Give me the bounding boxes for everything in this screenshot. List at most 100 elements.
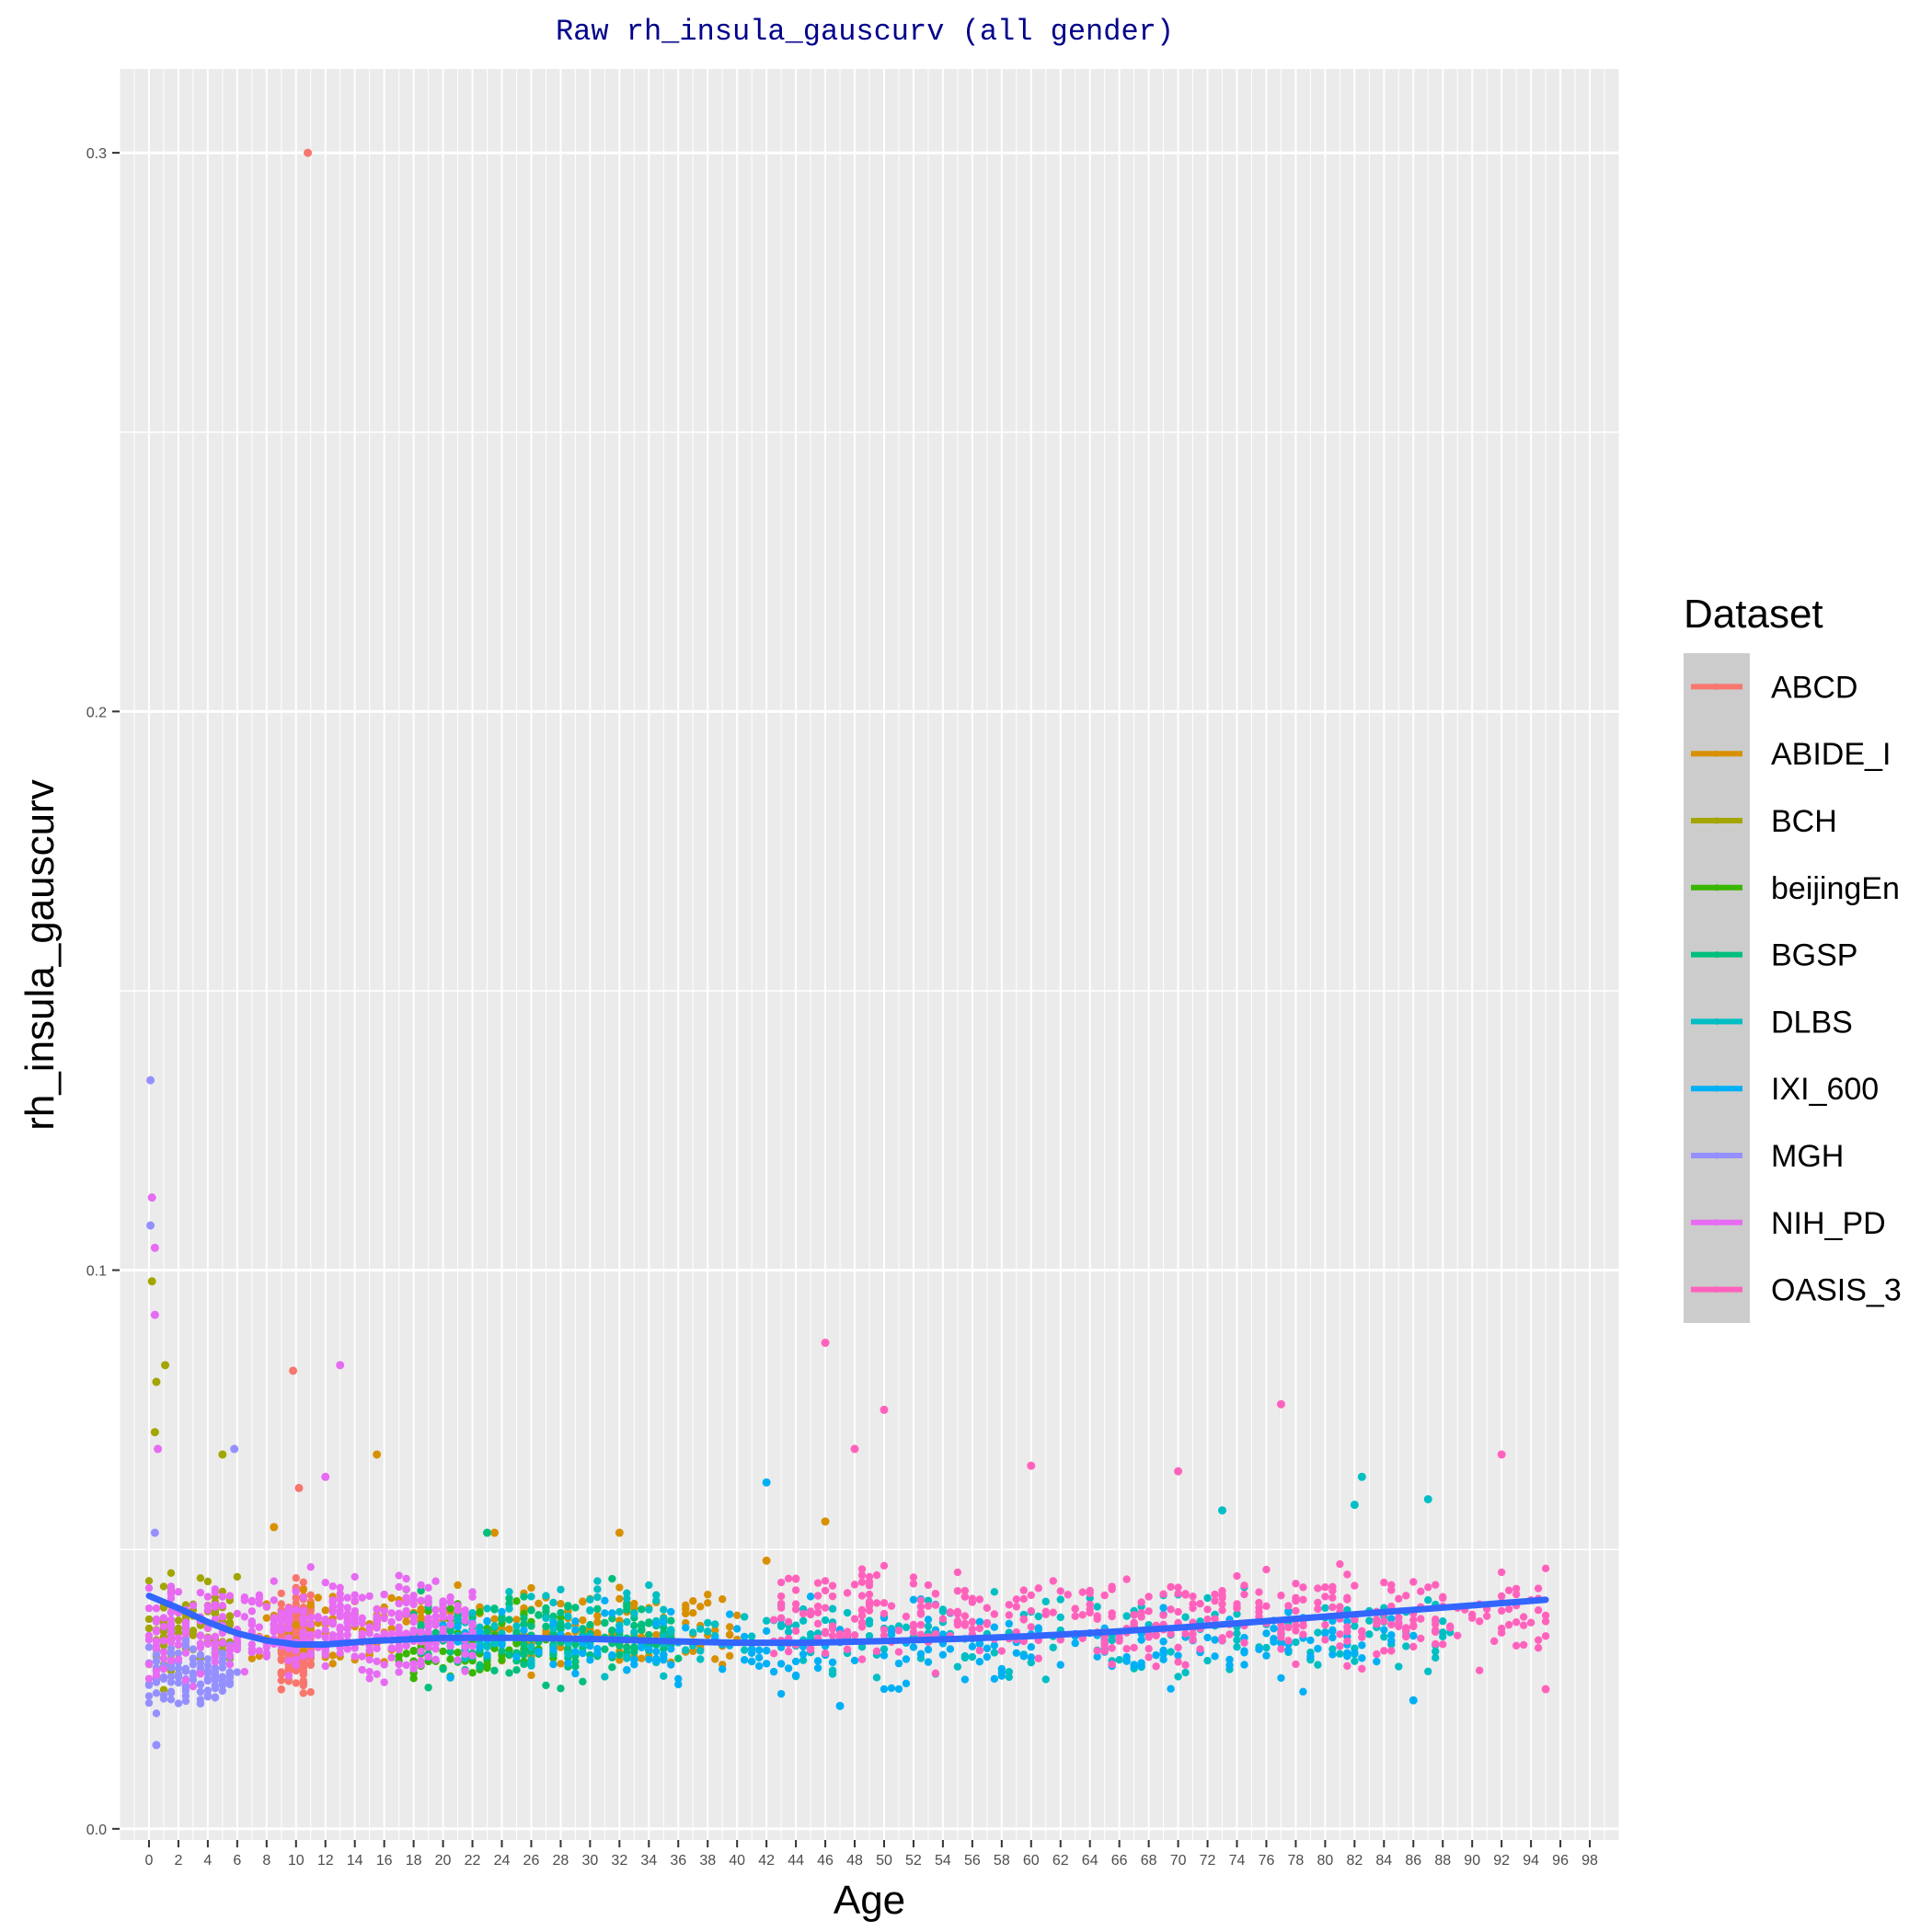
data-point — [857, 1578, 867, 1586]
data-point — [813, 1602, 822, 1611]
data-point — [660, 1650, 668, 1659]
data-point — [1328, 1626, 1337, 1635]
data-point — [365, 1655, 374, 1664]
data-point — [843, 1631, 852, 1639]
data-point — [791, 1586, 800, 1594]
data-point — [498, 1656, 506, 1664]
data-point — [571, 1648, 580, 1656]
data-point — [218, 1663, 227, 1672]
data-point — [144, 1674, 154, 1683]
data-point — [1108, 1644, 1116, 1652]
data-point — [557, 1608, 565, 1617]
data-point-outlier — [147, 1277, 156, 1286]
data-point — [292, 1646, 300, 1655]
data-point — [520, 1626, 528, 1635]
data-point — [1159, 1655, 1167, 1663]
data-point — [667, 1607, 675, 1616]
series-MGH — [144, 1075, 242, 1750]
data-point — [196, 1687, 205, 1696]
x-tick-label: 56 — [964, 1853, 981, 1869]
data-point — [549, 1660, 558, 1669]
data-point — [365, 1674, 374, 1683]
data-point — [240, 1613, 249, 1621]
x-tick-label: 64 — [1082, 1853, 1098, 1869]
data-point — [512, 1622, 521, 1630]
data-point — [593, 1645, 602, 1653]
legend-item-beijingEn: beijingEn — [1691, 871, 1900, 906]
data-point — [593, 1593, 602, 1602]
data-point — [762, 1616, 771, 1625]
data-point — [1314, 1644, 1322, 1653]
data-point — [387, 1617, 396, 1627]
data-point — [571, 1657, 580, 1666]
x-tick-label: 48 — [846, 1853, 863, 1869]
data-point — [682, 1601, 690, 1610]
data-point — [857, 1605, 867, 1615]
data-point — [225, 1661, 235, 1669]
data-point — [225, 1642, 235, 1651]
data-point — [689, 1596, 697, 1605]
data-point — [857, 1571, 867, 1580]
data-point — [762, 1660, 771, 1668]
data-point — [638, 1654, 646, 1662]
data-point — [1351, 1649, 1359, 1657]
y-tick-label: 0.2 — [86, 705, 107, 720]
legend-key-point — [1713, 951, 1720, 959]
data-point — [196, 1588, 205, 1597]
data-point — [667, 1616, 675, 1625]
data-point — [343, 1645, 351, 1653]
data-point — [1211, 1590, 1219, 1599]
data-point — [645, 1605, 653, 1614]
data-point — [857, 1592, 867, 1600]
data-point — [784, 1664, 793, 1673]
data-point — [454, 1581, 462, 1590]
data-point — [373, 1618, 381, 1627]
data-point — [652, 1630, 661, 1639]
data-point — [174, 1655, 183, 1663]
data-point — [1093, 1603, 1101, 1611]
data-point — [586, 1620, 594, 1629]
data-point — [1343, 1570, 1351, 1579]
data-point — [468, 1651, 477, 1660]
x-tick-label: 90 — [1464, 1853, 1480, 1869]
data-point — [1144, 1653, 1153, 1662]
data-point — [196, 1574, 205, 1582]
data-point — [277, 1623, 285, 1631]
data-point — [152, 1689, 161, 1697]
data-point — [512, 1665, 521, 1674]
data-point — [843, 1608, 852, 1617]
data-point — [174, 1634, 183, 1642]
data-point — [975, 1617, 984, 1627]
data-point — [1358, 1633, 1366, 1641]
data-point-outlier — [1027, 1461, 1036, 1470]
data-point — [1078, 1588, 1087, 1596]
data-point — [152, 1604, 161, 1613]
data-point-outlier — [1541, 1685, 1550, 1694]
data-point — [813, 1619, 822, 1628]
data-point — [593, 1604, 602, 1614]
data-point — [144, 1692, 154, 1700]
data-point — [225, 1672, 235, 1680]
data-point — [682, 1646, 690, 1654]
data-point-outlier — [1350, 1501, 1359, 1510]
data-point — [225, 1678, 235, 1686]
data-point — [1409, 1631, 1418, 1640]
data-point — [997, 1647, 1006, 1655]
data-point — [203, 1602, 213, 1610]
data-point — [343, 1613, 351, 1621]
data-point — [277, 1685, 285, 1694]
data-point — [402, 1629, 410, 1638]
data-point — [754, 1646, 764, 1654]
data-point — [1336, 1559, 1344, 1569]
data-point — [299, 1646, 307, 1655]
data-point — [747, 1632, 756, 1640]
data-point — [468, 1669, 477, 1677]
data-point — [468, 1642, 477, 1650]
data-point — [983, 1604, 992, 1612]
data-point — [872, 1647, 881, 1656]
data-point — [292, 1655, 300, 1663]
data-point — [828, 1666, 837, 1674]
data-point — [1203, 1656, 1212, 1665]
data-point — [1203, 1593, 1212, 1603]
data-point-outlier — [615, 1528, 624, 1537]
